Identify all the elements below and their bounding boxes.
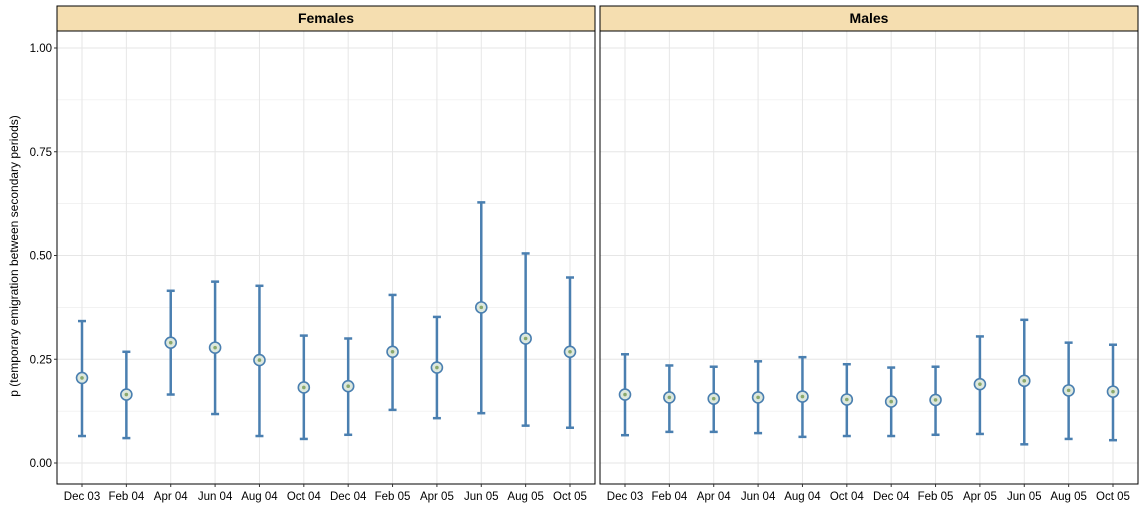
estimate-point-center xyxy=(523,336,528,341)
x-tick-label: Oct 05 xyxy=(553,491,587,503)
x-tick-label: Dec 04 xyxy=(873,491,910,503)
estimate-point-center xyxy=(257,358,262,362)
estimate-point-center xyxy=(302,385,306,390)
error-bar xyxy=(253,284,266,438)
error-bar xyxy=(1106,343,1120,442)
x-tick-label: Jun 05 xyxy=(1007,491,1042,503)
y-tick-label: 1.00 xyxy=(30,43,52,55)
error-bar xyxy=(519,252,532,427)
estimate-point-center xyxy=(978,382,982,386)
x-tick-label: Feb 05 xyxy=(375,491,411,503)
x-tick-label: Feb 04 xyxy=(651,491,687,503)
estimate-point-center xyxy=(711,396,716,401)
error-bar xyxy=(663,364,676,434)
x-tick-label: Oct 04 xyxy=(287,491,321,503)
error-bar xyxy=(796,355,809,439)
x-tick-label: Jun 04 xyxy=(741,491,776,503)
estimate-point-center xyxy=(845,397,849,402)
estimate-point-center xyxy=(1066,388,1071,393)
error-bar xyxy=(1062,341,1075,441)
panel-border xyxy=(56,30,596,485)
estimate-point-center xyxy=(800,394,805,399)
x-tick-label: Apr 05 xyxy=(420,491,454,503)
facet-strip xyxy=(56,5,596,32)
x-tick-label: Aug 05 xyxy=(1050,491,1086,503)
panel-background xyxy=(600,31,1138,484)
x-tick-label: Feb 04 xyxy=(108,491,144,503)
estimate-point-center xyxy=(213,345,217,350)
error-bar xyxy=(75,319,89,438)
facet-title: Females xyxy=(298,10,354,26)
facet-panel-females: Females Dec 03 Feb 04 Apr 04 Jun 04 Aug 04 Oct… xyxy=(30,5,596,503)
error-bar xyxy=(120,350,133,440)
x-tick-label: Aug 05 xyxy=(507,491,543,503)
x-tick-label: Apr 04 xyxy=(154,491,188,503)
error-bar xyxy=(474,201,488,415)
y-tick-label: 0.75 xyxy=(30,147,52,159)
x-tick-label: Dec 03 xyxy=(64,491,100,503)
error-bar xyxy=(884,366,898,438)
y-axis-title: p (temporary emigration between secondar… xyxy=(7,115,21,396)
panel-border xyxy=(599,30,1139,485)
x-tick-label: Dec 04 xyxy=(330,491,367,503)
x-tick-label: Jun 05 xyxy=(464,491,499,503)
panel-background xyxy=(57,31,595,484)
y-tick-label: 0.25 xyxy=(30,354,52,366)
error-bar xyxy=(430,315,444,420)
error-bar xyxy=(707,365,721,434)
error-bar xyxy=(840,362,854,438)
facet-title: Males xyxy=(850,10,889,26)
error-bar xyxy=(751,360,765,435)
estimate-point-center xyxy=(168,340,173,345)
estimate-point-center xyxy=(346,384,350,389)
estimate-point-center xyxy=(479,305,484,310)
estimate-point-center xyxy=(435,365,439,370)
x-tick-label: Dec 03 xyxy=(607,491,643,503)
estimate-point-center xyxy=(1022,379,1027,383)
error-bar xyxy=(973,335,987,436)
x-tick-label: Jun 04 xyxy=(198,491,233,503)
x-tick-label: Apr 05 xyxy=(963,491,997,503)
x-tick-label: Apr 04 xyxy=(697,491,731,503)
estimate-point-center xyxy=(1111,389,1115,394)
error-bar xyxy=(297,334,311,441)
error-bar xyxy=(1017,318,1031,446)
estimate-point-center xyxy=(80,376,84,380)
estimate-point-center xyxy=(756,395,760,400)
error-bar xyxy=(563,276,577,429)
error-bar xyxy=(164,289,178,396)
error-bar xyxy=(208,280,222,416)
estimate-point-center xyxy=(124,392,129,397)
error-bar xyxy=(386,293,399,412)
estimate-point-center xyxy=(889,399,893,404)
estimate-point-center xyxy=(933,398,938,402)
estimate-point-center xyxy=(623,392,627,397)
x-tick-label: Oct 04 xyxy=(830,491,864,503)
error-bar xyxy=(929,365,942,437)
error-bar xyxy=(618,353,632,437)
y-tick-label: 0.00 xyxy=(30,458,52,470)
facet-panel-males: Males Dec 03 Feb 04 Apr 04 Jun 04 Aug 04 Oct 0… xyxy=(599,5,1139,503)
error-bar xyxy=(341,337,355,437)
estimate-point-center xyxy=(390,349,395,354)
y-tick-label: 0.50 xyxy=(30,251,52,263)
x-tick-label: Oct 05 xyxy=(1096,491,1130,503)
estimate-point-center xyxy=(667,395,672,400)
x-tick-label: Aug 04 xyxy=(784,491,821,503)
x-tick-label: Feb 05 xyxy=(918,491,954,503)
estimate-point-center xyxy=(568,349,572,354)
x-tick-label: Aug 04 xyxy=(241,491,278,503)
